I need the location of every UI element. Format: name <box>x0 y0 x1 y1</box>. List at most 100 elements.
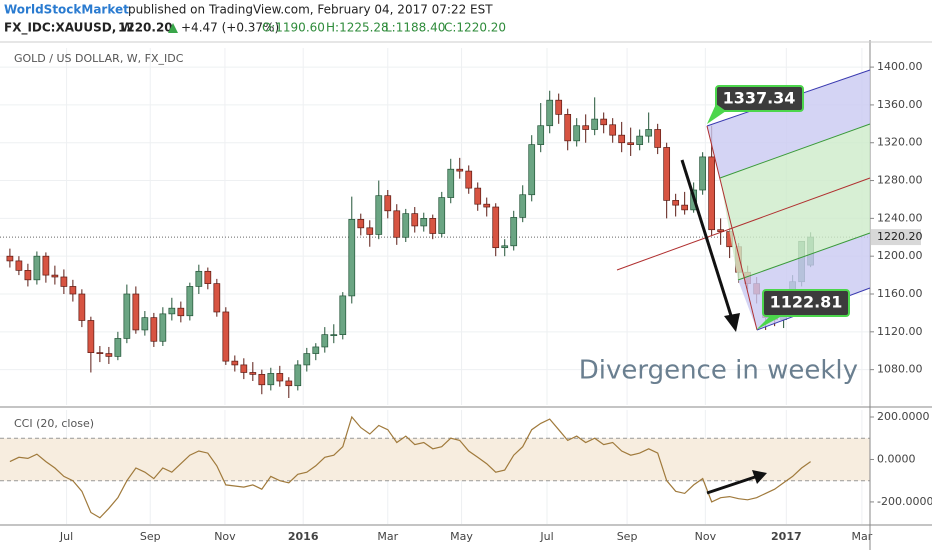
ohlc-open: O:1190.60 <box>262 21 325 35</box>
candle-body <box>249 372 257 375</box>
candle-body <box>276 373 284 382</box>
candle-body <box>42 255 50 276</box>
band <box>0 438 870 481</box>
candle-body <box>636 135 644 145</box>
y-tick-label: 1160.00 <box>877 287 923 300</box>
candle-body <box>33 255 41 281</box>
callout <box>762 289 850 317</box>
candle-body <box>528 144 536 196</box>
candle-body <box>573 125 581 142</box>
y-tick-label: 1120.00 <box>877 325 923 338</box>
candle-body <box>393 210 401 238</box>
candle-body <box>123 293 131 339</box>
y-tick-label: 1360.00 <box>877 98 923 111</box>
candle-body <box>591 118 599 130</box>
candle-body <box>420 218 428 227</box>
candle-body <box>330 334 338 337</box>
candle-body <box>447 168 455 198</box>
candle-body <box>114 338 122 357</box>
candle-body <box>348 218 356 297</box>
candle-body <box>258 374 266 386</box>
candle-body <box>600 118 608 126</box>
candle-body <box>294 364 302 387</box>
x-tick-label: Jul <box>539 530 553 543</box>
candle-body <box>429 218 437 234</box>
x-tick-label: Nov <box>695 530 717 543</box>
candle-body <box>618 134 626 144</box>
candle-body <box>213 283 221 313</box>
candle-body <box>564 114 572 142</box>
candle-body <box>141 317 149 331</box>
candle-body <box>411 213 419 227</box>
candle-body <box>654 129 662 148</box>
candle-body <box>339 295 347 336</box>
candle-body <box>231 360 239 366</box>
change: +4.47 (+0.37%) <box>181 21 279 35</box>
annotation: Divergence in weekly <box>579 356 858 386</box>
symbol: FX_IDC:XAUUSD, W <box>4 21 134 36</box>
y-tick-label: 1200.00 <box>877 249 923 262</box>
candle-body <box>321 334 329 348</box>
candle-body <box>717 229 725 232</box>
candle-body <box>609 124 617 136</box>
candle-body <box>285 380 293 387</box>
callout <box>715 85 804 112</box>
y-tick-label: 200.0000 <box>877 410 930 423</box>
x-tick-label: Sep <box>140 530 161 543</box>
candle-body <box>375 195 383 235</box>
pitchfork-line <box>737 232 871 281</box>
candle-body <box>240 364 248 373</box>
candle-body <box>501 245 509 249</box>
candle-body <box>357 218 365 229</box>
drawings: 1337.34 1122.81 Divergence in weekly <box>579 69 871 495</box>
candle-body <box>6 255 14 262</box>
candle-body <box>51 274 59 278</box>
candle-body <box>699 156 707 191</box>
y-tick-label: 0.0000 <box>877 452 916 465</box>
candle-body <box>483 203 491 208</box>
candle-body <box>60 276 68 287</box>
candle-body <box>384 195 392 212</box>
candle-body <box>708 156 716 231</box>
x-tick-label: 2017 <box>771 530 802 543</box>
y-tick-label: 1400.00 <box>877 60 923 73</box>
x-tick-label: May <box>450 530 473 543</box>
candle-body <box>105 353 113 357</box>
pitchfork-line <box>719 123 871 179</box>
x-tick-label: Jul <box>59 530 73 543</box>
x-tick-label: Sep <box>617 530 638 543</box>
candle-body <box>24 270 32 281</box>
candle-body <box>402 213 410 238</box>
x-tick-label: Mar <box>852 530 873 543</box>
candle-body <box>222 311 230 362</box>
pitchfork-zone <box>720 124 870 280</box>
candle-body <box>267 373 275 386</box>
pitchfork-zone <box>707 70 870 178</box>
candle-body <box>555 99 563 115</box>
candle-body <box>78 293 86 321</box>
candle-body <box>366 227 374 235</box>
candle-body <box>645 129 653 137</box>
candle-body <box>474 187 482 205</box>
candle-body <box>681 204 689 211</box>
arrow <box>680 159 735 323</box>
arrow-head <box>724 313 740 332</box>
callout-pointer <box>756 316 782 330</box>
price-tag-label: 1220.20 <box>877 230 923 243</box>
candle-body <box>69 286 77 295</box>
candle-body <box>438 197 446 234</box>
y-tick-label: 1080.00 <box>877 363 923 376</box>
candle-body <box>303 353 311 366</box>
candle-body <box>627 142 635 145</box>
cci-line <box>9 415 811 519</box>
arrow <box>706 474 759 495</box>
candle-body <box>204 270 212 284</box>
pitchfork-handle <box>706 125 758 331</box>
up-arrow <box>168 23 178 33</box>
panel-title: GOLD / US DOLLAR, W, FX_IDC <box>14 52 184 65</box>
callout-label: 1122.81 <box>770 293 843 312</box>
candle-body <box>87 320 95 353</box>
plot: Jul Sep Nov 2016 Mar May Jul Sep Nov 2017 Mar 1080.… <box>0 40 932 550</box>
y-tick-label: -200.0000 <box>877 495 932 508</box>
